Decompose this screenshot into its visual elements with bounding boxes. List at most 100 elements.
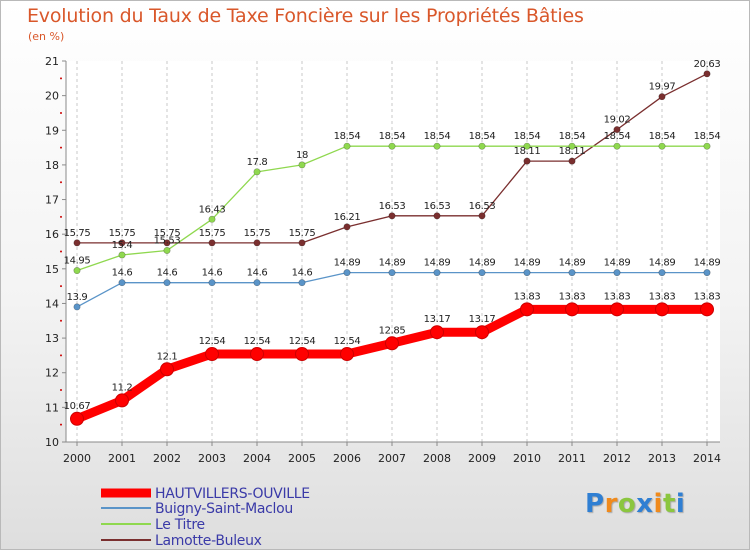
data-label: 13.83 bbox=[514, 291, 541, 302]
data-label: 10.67 bbox=[64, 401, 91, 412]
y-tick-label: 18 bbox=[45, 159, 59, 172]
data-point bbox=[569, 158, 575, 164]
x-tick-label: 2013 bbox=[648, 452, 676, 465]
x-tick-label: 2008 bbox=[423, 452, 451, 465]
y-tick-label: 19 bbox=[45, 124, 59, 137]
data-label: 14.89 bbox=[334, 258, 361, 269]
legend-label: HAUTVILLERS-OUVILLE bbox=[155, 486, 310, 502]
data-point bbox=[704, 143, 710, 149]
data-point bbox=[434, 269, 440, 275]
y-tick-label: 15 bbox=[45, 263, 59, 276]
data-label: 18.54 bbox=[559, 131, 586, 142]
data-label: 20.63 bbox=[694, 59, 721, 70]
data-point bbox=[659, 143, 665, 149]
data-label: 13.17 bbox=[469, 314, 496, 325]
data-point bbox=[344, 269, 350, 275]
data-point bbox=[704, 71, 710, 77]
data-label: 13.83 bbox=[604, 291, 631, 302]
data-point bbox=[74, 304, 80, 310]
y-minor-dot bbox=[60, 424, 62, 426]
data-point bbox=[476, 326, 489, 339]
data-point bbox=[344, 143, 350, 149]
data-label: 16.53 bbox=[424, 201, 451, 212]
data-point bbox=[659, 93, 665, 99]
x-tick-label: 2010 bbox=[513, 452, 541, 465]
y-tick-label: 13 bbox=[45, 332, 59, 345]
data-label: 18.54 bbox=[604, 131, 631, 142]
legend-label: Buigny-Saint-Maclou bbox=[155, 501, 293, 517]
data-point bbox=[431, 326, 444, 339]
data-label: 14.6 bbox=[202, 268, 223, 279]
legend-label: Le Titre bbox=[155, 517, 205, 533]
y-tick-label: 16 bbox=[45, 228, 59, 241]
data-label: 14.89 bbox=[559, 258, 586, 269]
data-label: 13.17 bbox=[424, 314, 451, 325]
data-point bbox=[569, 269, 575, 275]
chart-root: Evolution du Taux de Taxe Foncière sur l… bbox=[0, 0, 750, 550]
data-point bbox=[251, 348, 264, 361]
y-minor-dot bbox=[60, 285, 62, 287]
data-label: 12.85 bbox=[379, 325, 406, 336]
data-point bbox=[164, 279, 170, 285]
y-minor-dot bbox=[60, 320, 62, 322]
data-label: 18.54 bbox=[514, 131, 541, 142]
data-label: 18.54 bbox=[649, 131, 676, 142]
data-label: 14.89 bbox=[604, 258, 631, 269]
data-label: 15.75 bbox=[64, 228, 91, 239]
data-point bbox=[254, 240, 260, 246]
y-minor-dot bbox=[60, 181, 62, 183]
logo-letter: o bbox=[618, 489, 636, 519]
x-tick-label: 2003 bbox=[198, 452, 226, 465]
x-tick-label: 2009 bbox=[468, 452, 496, 465]
data-point bbox=[389, 269, 395, 275]
data-label: 16.53 bbox=[469, 201, 496, 212]
data-point bbox=[524, 158, 530, 164]
logo-letter: P bbox=[585, 489, 605, 519]
data-label: 14.89 bbox=[379, 258, 406, 269]
data-label: 14.95 bbox=[64, 256, 91, 267]
x-tick-label: 2005 bbox=[288, 452, 316, 465]
data-point bbox=[704, 269, 710, 275]
data-label: 16.21 bbox=[334, 212, 361, 223]
data-label: 15.4 bbox=[112, 240, 133, 251]
y-minor-dot bbox=[60, 147, 62, 149]
data-label: 14.89 bbox=[469, 258, 496, 269]
data-label: 19.97 bbox=[649, 82, 676, 93]
data-label: 18.54 bbox=[694, 131, 721, 142]
y-minor-dot bbox=[60, 77, 62, 79]
data-point bbox=[116, 394, 129, 407]
data-label: 14.89 bbox=[424, 258, 451, 269]
data-point bbox=[611, 303, 624, 316]
y-tick-label: 10 bbox=[45, 436, 59, 449]
data-label: 13.9 bbox=[67, 292, 88, 303]
data-label: 12.54 bbox=[244, 336, 271, 347]
data-label: 14.89 bbox=[694, 258, 721, 269]
data-label: 18.54 bbox=[334, 131, 361, 142]
y-tick-label: 12 bbox=[45, 367, 59, 380]
data-label: 15.75 bbox=[154, 228, 181, 239]
data-point bbox=[479, 143, 485, 149]
data-label: 13.83 bbox=[649, 291, 676, 302]
y-tick-label: 21 bbox=[45, 55, 59, 68]
x-tick-label: 2000 bbox=[63, 452, 91, 465]
data-label: 18.54 bbox=[469, 131, 496, 142]
data-point bbox=[659, 269, 665, 275]
data-point bbox=[701, 303, 714, 316]
data-point bbox=[479, 213, 485, 219]
data-point bbox=[299, 240, 305, 246]
data-label: 12.54 bbox=[289, 336, 316, 347]
data-point bbox=[614, 143, 620, 149]
x-tick-label: 2004 bbox=[243, 452, 271, 465]
proxiti-logo: Proxiti bbox=[585, 489, 685, 519]
data-label: 18.54 bbox=[379, 131, 406, 142]
data-point bbox=[254, 279, 260, 285]
data-point bbox=[296, 348, 309, 361]
data-label: 15.75 bbox=[289, 228, 316, 239]
y-minor-dot bbox=[60, 354, 62, 356]
data-point bbox=[566, 303, 579, 316]
data-label: 14.89 bbox=[514, 258, 541, 269]
logo-letter: i bbox=[654, 489, 663, 519]
data-point bbox=[209, 216, 215, 222]
x-tick-label: 2007 bbox=[378, 452, 406, 465]
data-label: 12.1 bbox=[157, 351, 178, 362]
